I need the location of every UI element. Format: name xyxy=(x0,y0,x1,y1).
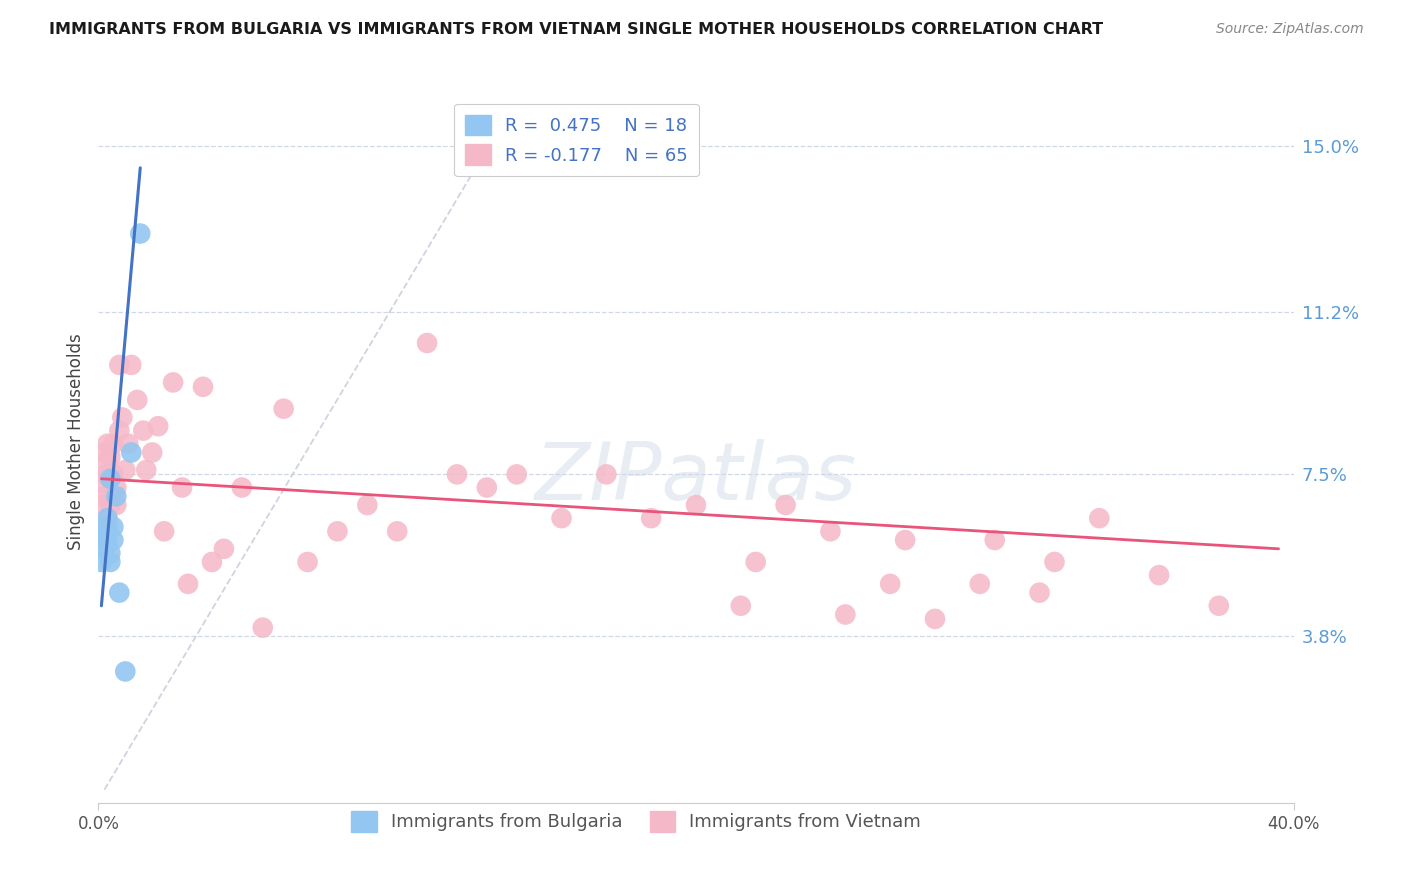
Point xyxy=(416,336,439,351)
Point xyxy=(103,436,125,450)
Point xyxy=(96,467,118,482)
Point xyxy=(103,520,125,534)
Point xyxy=(114,463,136,477)
Point xyxy=(103,533,125,547)
Point xyxy=(1147,568,1170,582)
Legend: Immigrants from Bulgaria, Immigrants from Vietnam: Immigrants from Bulgaria, Immigrants fro… xyxy=(342,802,931,841)
Point xyxy=(93,541,115,556)
Point xyxy=(105,481,128,495)
Point xyxy=(96,454,118,468)
Point xyxy=(141,445,163,459)
Point xyxy=(96,520,118,534)
Point xyxy=(114,665,136,679)
Point xyxy=(135,463,157,477)
Point xyxy=(93,445,115,459)
Point xyxy=(273,401,295,416)
Point xyxy=(297,555,319,569)
Text: ZIPatlas: ZIPatlas xyxy=(534,439,858,516)
Point xyxy=(231,481,253,495)
Point xyxy=(127,392,149,407)
Point xyxy=(108,358,131,372)
Point xyxy=(90,498,112,512)
Point xyxy=(96,511,118,525)
Point xyxy=(96,511,118,525)
Point xyxy=(191,380,214,394)
Point xyxy=(1088,511,1111,525)
Point xyxy=(105,498,128,512)
Point xyxy=(108,585,131,599)
Point xyxy=(1208,599,1230,613)
Point xyxy=(201,555,224,569)
Point xyxy=(96,529,118,543)
Point xyxy=(162,376,184,390)
Point xyxy=(969,577,991,591)
Point xyxy=(212,541,235,556)
Point xyxy=(595,467,617,482)
Point xyxy=(745,555,768,569)
Point xyxy=(984,533,1007,547)
Point xyxy=(117,436,139,450)
Point xyxy=(1043,555,1066,569)
Point xyxy=(93,489,115,503)
Point xyxy=(98,546,122,560)
Point xyxy=(685,498,707,512)
Point xyxy=(640,511,662,525)
Point xyxy=(153,524,176,539)
Point xyxy=(172,481,194,495)
Point xyxy=(446,467,468,482)
Y-axis label: Single Mother Households: Single Mother Households xyxy=(66,334,84,549)
Point xyxy=(834,607,856,622)
Point xyxy=(356,498,378,512)
Point xyxy=(98,555,122,569)
Point xyxy=(103,467,125,482)
Text: IMMIGRANTS FROM BULGARIA VS IMMIGRANTS FROM VIETNAM SINGLE MOTHER HOUSEHOLDS COR: IMMIGRANTS FROM BULGARIA VS IMMIGRANTS F… xyxy=(49,22,1104,37)
Point xyxy=(148,419,170,434)
Point xyxy=(894,533,917,547)
Point xyxy=(90,476,112,491)
Point xyxy=(129,227,152,241)
Point xyxy=(550,511,572,525)
Point xyxy=(326,524,349,539)
Point xyxy=(90,555,112,569)
Point xyxy=(120,445,142,459)
Point xyxy=(93,467,115,482)
Point xyxy=(98,472,122,486)
Point xyxy=(924,612,946,626)
Point xyxy=(1028,585,1050,599)
Point xyxy=(98,498,122,512)
Point xyxy=(96,537,118,551)
Point xyxy=(93,533,115,547)
Point xyxy=(103,489,125,503)
Point xyxy=(93,524,115,539)
Point xyxy=(252,621,274,635)
Point xyxy=(98,472,122,486)
Point xyxy=(98,450,122,464)
Point xyxy=(96,436,118,450)
Point xyxy=(177,577,200,591)
Point xyxy=(775,498,797,512)
Point xyxy=(506,467,529,482)
Point xyxy=(111,410,134,425)
Point xyxy=(120,358,142,372)
Point xyxy=(105,489,128,503)
Point xyxy=(879,577,901,591)
Point xyxy=(132,424,155,438)
Point xyxy=(385,524,409,539)
Text: Source: ZipAtlas.com: Source: ZipAtlas.com xyxy=(1216,22,1364,37)
Point xyxy=(730,599,752,613)
Point xyxy=(820,524,842,539)
Point xyxy=(475,481,498,495)
Point xyxy=(108,424,131,438)
